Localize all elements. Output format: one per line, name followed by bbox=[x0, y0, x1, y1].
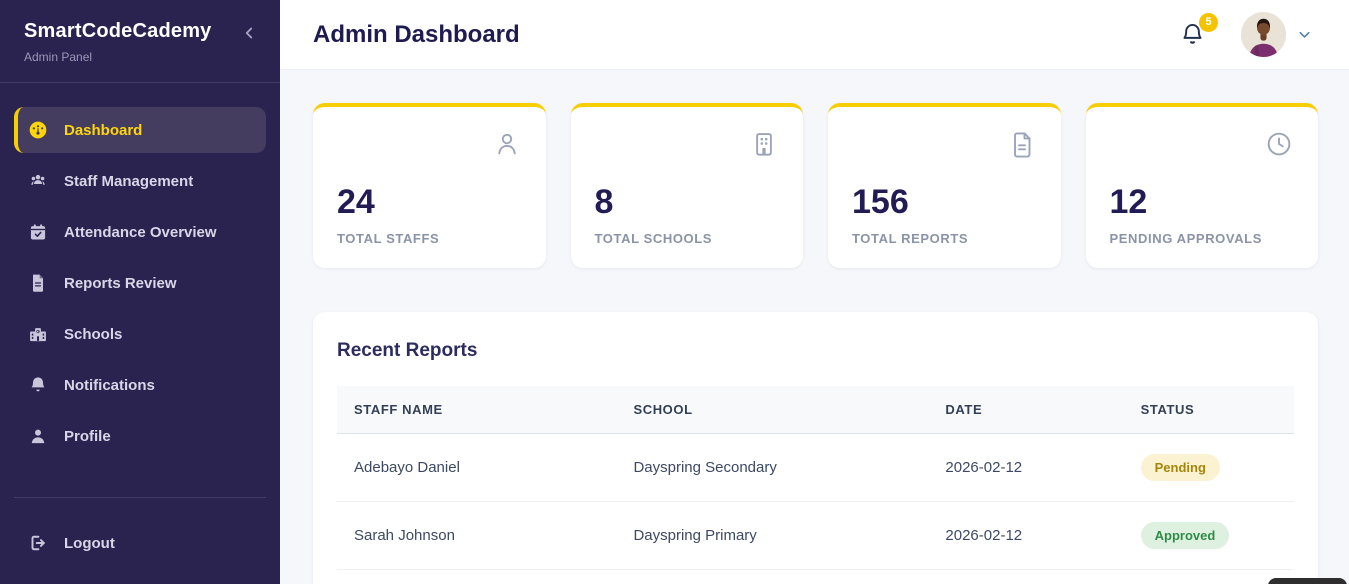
sidebar-collapse-button[interactable] bbox=[240, 24, 258, 47]
cell-school bbox=[616, 569, 929, 584]
logout-label: Logout bbox=[64, 534, 115, 552]
brand-subtitle: Admin Panel bbox=[24, 50, 93, 64]
stat-label: TOTAL STAFFS bbox=[337, 231, 440, 246]
sidebar-footer: Logout bbox=[14, 497, 266, 584]
cell-staff-name: Adebayo Daniel bbox=[337, 433, 617, 502]
document-icon bbox=[28, 273, 48, 293]
profile-menu-button[interactable] bbox=[1241, 12, 1313, 57]
cell-status: Approved bbox=[1123, 569, 1294, 584]
file-outline-icon bbox=[1007, 129, 1037, 159]
building-outline-icon bbox=[749, 129, 779, 159]
stats-row: 24 TOTAL STAFFS 8 TOTAL SCHOOLS 156 TOTA… bbox=[313, 103, 1318, 268]
stat-value: 24 bbox=[337, 183, 375, 221]
calendar-check-icon bbox=[28, 222, 48, 242]
bell-outline-icon bbox=[1179, 23, 1206, 53]
avatar bbox=[1241, 12, 1286, 57]
table-header-row: STAFF NAME SCHOOL DATE STATUS bbox=[337, 386, 1294, 434]
notifications-button[interactable]: 5 bbox=[1179, 12, 1218, 53]
chevron-left-icon bbox=[240, 27, 258, 46]
sidebar-item-reports-review[interactable]: Reports Review bbox=[14, 260, 266, 306]
cell-date: 2026-02-12 bbox=[928, 433, 1124, 502]
table-row: Sarah Johnson Dayspring Primary 2026-02-… bbox=[337, 501, 1294, 570]
column-header-status: STATUS bbox=[1123, 386, 1294, 434]
cell-school: Dayspring Primary bbox=[616, 501, 929, 570]
stat-label: TOTAL SCHOOLS bbox=[594, 231, 713, 246]
stat-card-total-reports: 156 TOTAL REPORTS bbox=[828, 103, 1061, 268]
topbar: Admin Dashboard 5 bbox=[280, 0, 1349, 70]
recent-reports-title: Recent Reports bbox=[337, 340, 478, 361]
sidebar-item-label: Profile bbox=[64, 427, 111, 445]
clock-outline-icon bbox=[1264, 129, 1294, 159]
main-area: Admin Dashboard 5 bbox=[280, 0, 1349, 584]
brand-block: SmartCodeCademy Admin Panel bbox=[24, 20, 212, 64]
stat-card-pending-approvals: 12 PENDING APPROVALS bbox=[1085, 103, 1318, 268]
cell-date: 2026-02-12 bbox=[928, 501, 1124, 570]
column-header-date: DATE bbox=[928, 386, 1124, 434]
sidebar-item-label: Notifications bbox=[64, 376, 155, 394]
sidebar-item-label: Dashboard bbox=[64, 121, 143, 139]
column-header-school: SCHOOL bbox=[616, 386, 929, 434]
column-header-staff-name: STAFF NAME bbox=[337, 386, 617, 434]
chevron-down-icon bbox=[1296, 26, 1313, 43]
notification-count-badge: 5 bbox=[1199, 12, 1218, 32]
sidebar-header: SmartCodeCademy Admin Panel bbox=[0, 0, 280, 83]
sidebar-item-label: Schools bbox=[64, 325, 123, 343]
sidebar-item-attendance-overview[interactable]: Attendance Overview bbox=[14, 209, 266, 255]
status-badge: Approved bbox=[1140, 522, 1230, 549]
user-icon bbox=[28, 426, 48, 446]
status-badge: Pending bbox=[1140, 454, 1220, 481]
stat-value: 12 bbox=[1109, 183, 1148, 221]
bell-icon bbox=[28, 375, 48, 395]
topbar-actions: 5 bbox=[1179, 12, 1313, 57]
gauge-icon bbox=[28, 120, 48, 140]
sidebar-item-profile[interactable]: Profile bbox=[14, 413, 266, 459]
sidebar-item-schools[interactable]: Schools bbox=[14, 311, 266, 357]
devtools-indicator[interactable] bbox=[1268, 578, 1347, 584]
recent-reports-card: Recent Reports STAFF NAME SCHOOL DATE ST… bbox=[313, 312, 1318, 584]
sidebar-item-label: Attendance Overview bbox=[64, 223, 217, 241]
sidebar-item-dashboard[interactable]: Dashboard bbox=[14, 107, 266, 153]
stat-card-total-schools: 8 TOTAL SCHOOLS bbox=[570, 103, 803, 268]
recent-reports-table: STAFF NAME SCHOOL DATE STATUS Adebayo Da… bbox=[337, 386, 1294, 584]
logout-icon bbox=[28, 533, 48, 553]
page-title: Admin Dashboard bbox=[313, 20, 520, 48]
sidebar-item-label: Staff Management bbox=[64, 172, 194, 190]
stat-value: 156 bbox=[852, 183, 909, 221]
stat-label: TOTAL REPORTS bbox=[852, 231, 969, 246]
sidebar-item-notifications[interactable]: Notifications bbox=[14, 362, 266, 408]
sidebar: SmartCodeCademy Admin Panel Dashboard bbox=[0, 0, 280, 584]
logout-button[interactable]: Logout bbox=[14, 520, 266, 566]
sidebar-item-label: Reports Review bbox=[64, 274, 177, 292]
stat-label: PENDING APPROVALS bbox=[1109, 231, 1262, 246]
cell-school: Dayspring Secondary bbox=[616, 433, 929, 502]
stat-card-total-staffs: 24 TOTAL STAFFS bbox=[313, 103, 546, 268]
content: 24 TOTAL STAFFS 8 TOTAL SCHOOLS 156 TOTA… bbox=[280, 70, 1349, 584]
users-icon bbox=[28, 171, 48, 191]
table-row: Adebayo Daniel Dayspring Secondary 2026-… bbox=[337, 433, 1294, 502]
person-outline-icon bbox=[492, 129, 522, 159]
stat-value: 8 bbox=[594, 183, 614, 221]
cell-date bbox=[928, 569, 1124, 584]
sidebar-item-staff-management[interactable]: Staff Management bbox=[14, 158, 266, 204]
table-row: Approved bbox=[337, 569, 1294, 584]
cell-staff-name: Sarah Johnson bbox=[337, 501, 617, 570]
cell-staff-name bbox=[337, 569, 617, 584]
school-icon bbox=[28, 324, 48, 344]
cell-status: Pending bbox=[1123, 433, 1294, 502]
brand-title: SmartCodeCademy bbox=[24, 20, 212, 42]
sidebar-nav: Dashboard Staff Management Attendance Ov… bbox=[0, 83, 280, 497]
cell-status: Approved bbox=[1123, 501, 1294, 570]
